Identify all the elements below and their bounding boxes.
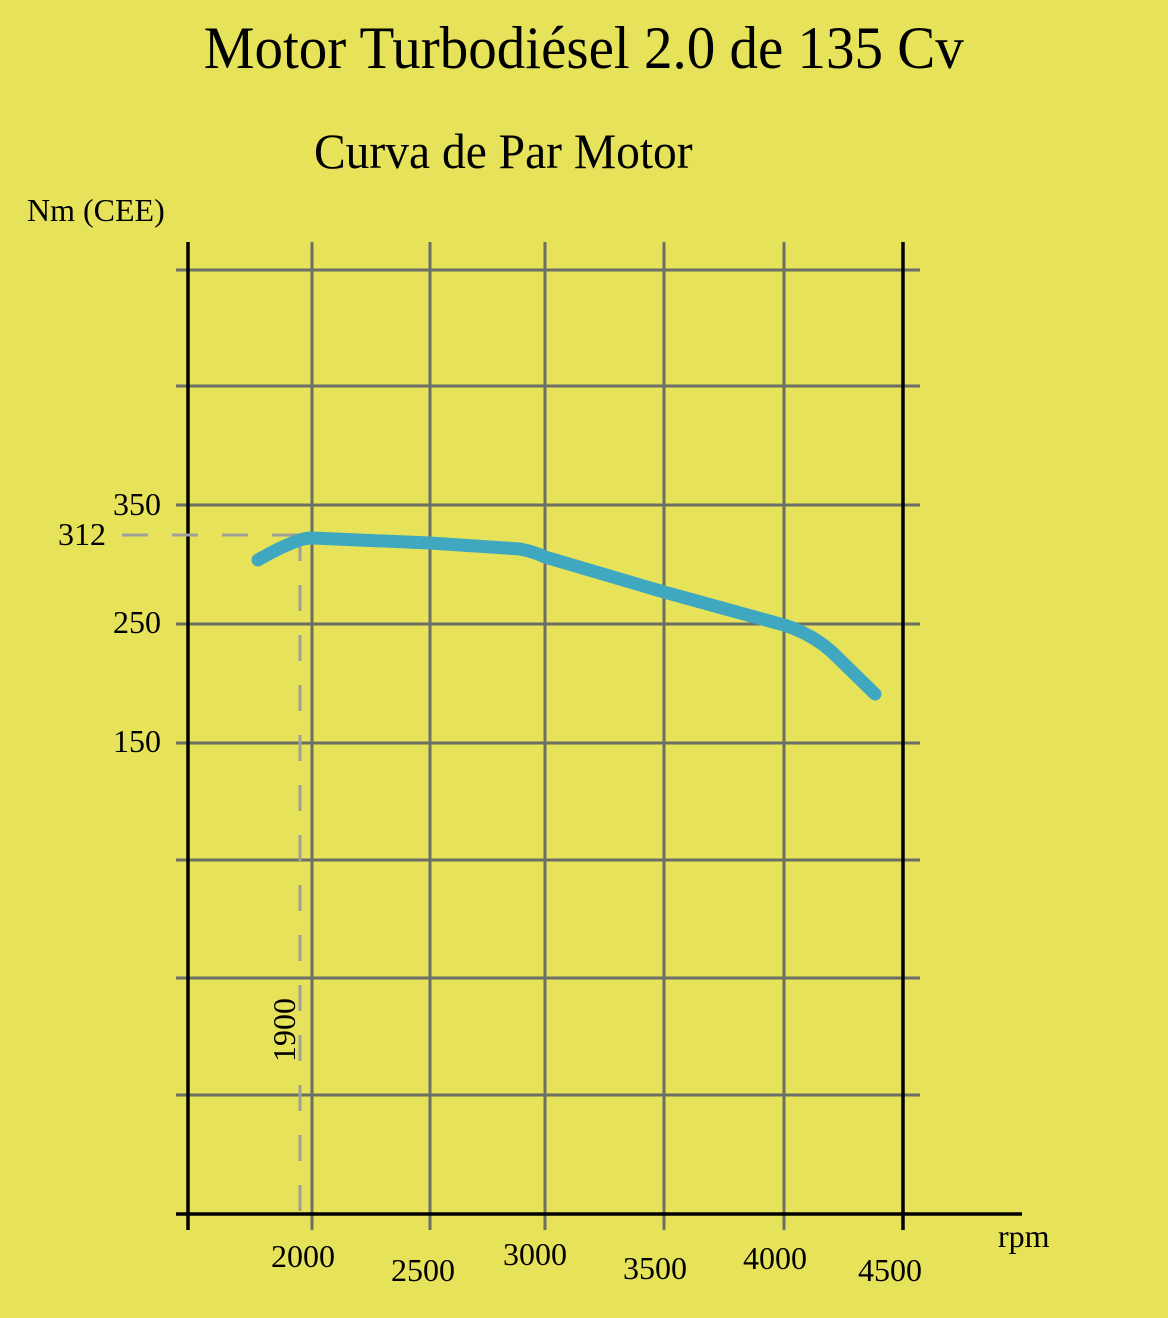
x-tick-2500: 2500 xyxy=(391,1252,455,1288)
x-axis-label: rpm xyxy=(998,1218,1050,1254)
chart-subtitle: Curva de Par Motor xyxy=(314,123,693,179)
chart-title: Motor Turbodiésel 2.0 de 135 Cv xyxy=(203,15,964,81)
y-tick-350: 350 xyxy=(113,486,161,522)
torque-curve xyxy=(251,531,882,701)
axes xyxy=(176,242,1022,1230)
y-tick-150: 150 xyxy=(113,723,161,759)
y-axis-label: Nm (CEE) xyxy=(27,192,165,228)
x-tick-4500: 4500 xyxy=(858,1252,922,1288)
x-tick-4000: 4000 xyxy=(743,1240,807,1276)
x-tick-3500: 3500 xyxy=(623,1250,687,1286)
peak-torque-label: 312 xyxy=(58,516,106,552)
peak-rpm-label: 1900 xyxy=(266,998,302,1062)
x-tick-3000: 3000 xyxy=(503,1236,567,1272)
vertical-gridlines xyxy=(310,242,786,1230)
y-tick-250: 250 xyxy=(113,604,161,640)
horizontal-gridlines xyxy=(176,268,920,1097)
peak-reference-lines xyxy=(122,533,302,1230)
x-tick-2000: 2000 xyxy=(271,1238,335,1274)
